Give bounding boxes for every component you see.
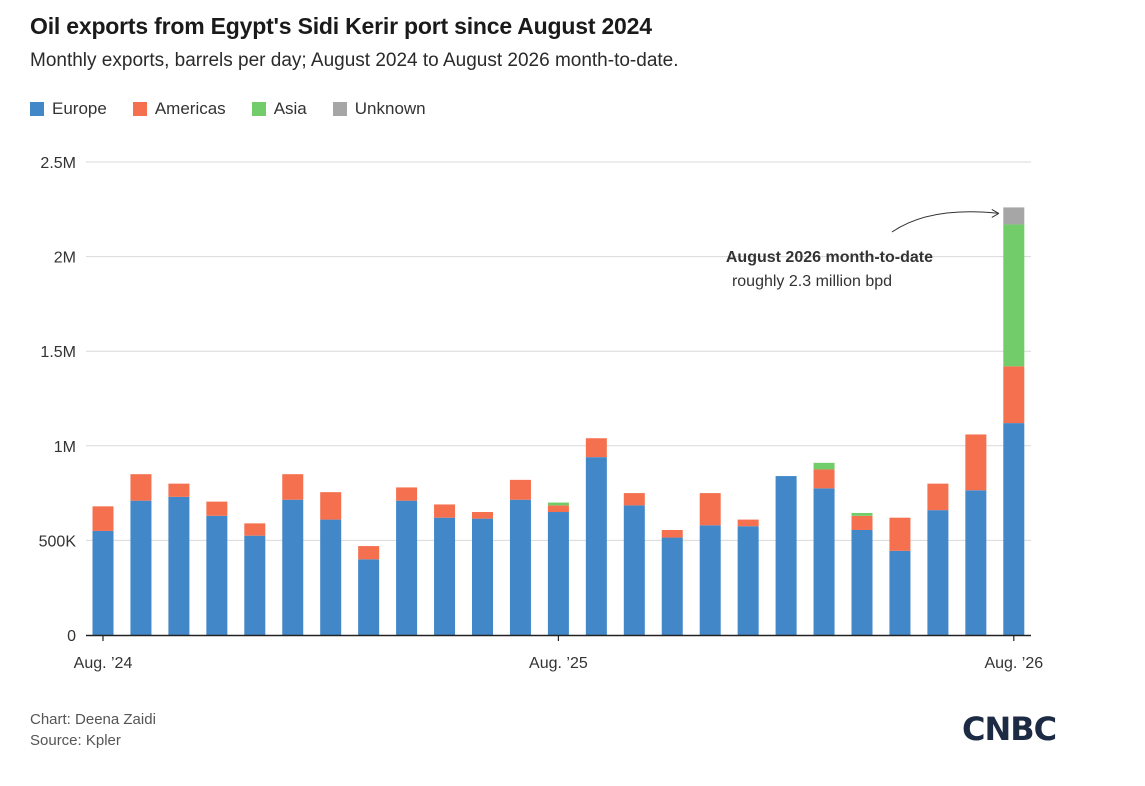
bar-segment-asia: [1003, 224, 1025, 367]
bar-segment-europe: [130, 500, 152, 635]
y-tick-label: 1.5M: [40, 344, 76, 361]
bar-segment-americas: [927, 483, 949, 511]
bar-segment-europe: [547, 512, 569, 635]
bar-segment-asia: [851, 512, 873, 516]
bar-segment-americas: [434, 504, 456, 518]
x-tick-label: Aug. ’25: [529, 655, 588, 672]
chart-source: Source: Kpler: [30, 732, 121, 749]
gridlines: [86, 161, 1031, 541]
y-tick-label: 2.5M: [40, 155, 76, 172]
y-tick-label: 1M: [54, 439, 76, 456]
bar-segment-americas: [965, 434, 987, 491]
bar-segment-europe: [775, 476, 797, 635]
y-tick-label: 2M: [54, 250, 76, 267]
x-tick-label: Aug. ’26: [984, 655, 1043, 672]
chart-title: Oil exports from Egypt's Sidi Kerir port…: [30, 13, 652, 39]
bar-segment-europe: [889, 550, 911, 635]
bar-segment-americas: [92, 506, 114, 531]
bar-segment-americas: [358, 546, 380, 560]
bar-segment-americas: [661, 529, 683, 538]
bar-segment-europe: [358, 559, 380, 635]
chart-subtitle: Monthly exports, barrels per day; August…: [30, 50, 679, 71]
bar-segment-americas: [1003, 366, 1025, 424]
legend-item-asia: Asia: [251, 99, 307, 119]
legend-label-europe: Europe: [52, 99, 107, 118]
bar-segment-americas: [547, 505, 569, 513]
bar-segment-americas: [472, 512, 493, 519]
bar-segment-europe: [699, 525, 721, 635]
bar-segment-europe: [813, 488, 835, 635]
bar-segment-europe: [927, 510, 949, 635]
bar-segment-europe: [282, 499, 304, 635]
bar-segment-europe: [851, 529, 873, 635]
legend-label-americas: Americas: [154, 99, 226, 118]
bar-segment-asia: [547, 502, 569, 506]
bar-segment-americas: [851, 515, 873, 530]
bar-segment-europe: [1003, 423, 1025, 635]
bar-segment-americas: [813, 469, 835, 489]
bar-segment-europe: [320, 519, 342, 635]
axes: 0 500K 1M 1.5M 2M 2.5M Aug. ’24 Aug. ’25 Aug. ’2…: [39, 155, 1044, 672]
bar-segment-europe: [206, 515, 228, 635]
bar-segment-americas: [396, 487, 418, 501]
bar-segment-europe: [585, 457, 607, 635]
x-tick-label: Aug. ’24: [74, 655, 133, 672]
legend-swatch-asia: [251, 102, 266, 116]
bar-segment-americas: [623, 493, 645, 506]
cnbc-logo: CNBC: [962, 710, 1057, 748]
bar-segment-americas: [206, 501, 228, 516]
bar-segment-europe: [509, 499, 531, 635]
legend-label-unknown: Unknown: [354, 99, 426, 118]
bar-segment-americas: [282, 474, 304, 500]
legend-swatch-americas: [132, 102, 147, 116]
annotation-arrow: [891, 211, 999, 233]
annotation-arrowhead: [991, 208, 1000, 218]
footer: Chart: Deena Zaidi Source: Kpler: [30, 709, 156, 751]
bar-segment-europe: [472, 518, 493, 635]
bar-segment-americas: [320, 492, 342, 520]
bar-segment-europe: [92, 530, 114, 635]
legend-label-asia: Asia: [273, 99, 307, 118]
bar-segment-europe: [965, 490, 987, 635]
bar-segment-europe: [244, 535, 266, 635]
stacked-bar-chart: 0 500K 1M 1.5M 2M 2.5M Aug. ’24 Aug. ’25 Aug. ’2…: [39, 155, 1044, 672]
bars: [92, 207, 1025, 635]
bar-segment-americas: [168, 483, 190, 497]
annotation-title: August 2026 month-to-date: [726, 249, 933, 266]
bar-segment-asia: [813, 462, 835, 470]
bar-segment-europe: [434, 517, 456, 635]
bar-segment-europe: [168, 496, 190, 635]
bar-segment-europe: [737, 526, 759, 635]
bar-segment-europe: [396, 500, 418, 635]
bar-segment-americas: [130, 474, 152, 501]
bar-segment-americas: [737, 519, 759, 527]
bar-segment-americas: [585, 438, 607, 458]
legend-item-unknown: Unknown: [332, 99, 426, 119]
bar-segment-americas: [889, 517, 911, 551]
legend-item-americas: Americas: [132, 99, 226, 119]
annotation: August 2026 month-to-date roughly 2.3 mil…: [726, 208, 1000, 290]
legend-swatch-unknown: [332, 102, 347, 116]
bar-segment-unknown: [1003, 207, 1025, 225]
legend: Europe Americas Asia Unknown: [30, 99, 426, 119]
y-tick-label: 0: [67, 628, 76, 645]
legend-item-europe: Europe: [30, 99, 107, 119]
y-tick-label: 500K: [39, 533, 77, 550]
bar-segment-americas: [509, 479, 531, 500]
chart-credit: Chart: Deena Zaidi: [30, 711, 156, 728]
bar-segment-americas: [699, 493, 721, 526]
annotation-text: roughly 2.3 million bpd: [732, 273, 892, 290]
bar-segment-europe: [623, 505, 645, 635]
bar-segment-europe: [661, 537, 683, 635]
bar-segment-americas: [244, 523, 266, 536]
legend-swatch-europe: [30, 102, 44, 116]
